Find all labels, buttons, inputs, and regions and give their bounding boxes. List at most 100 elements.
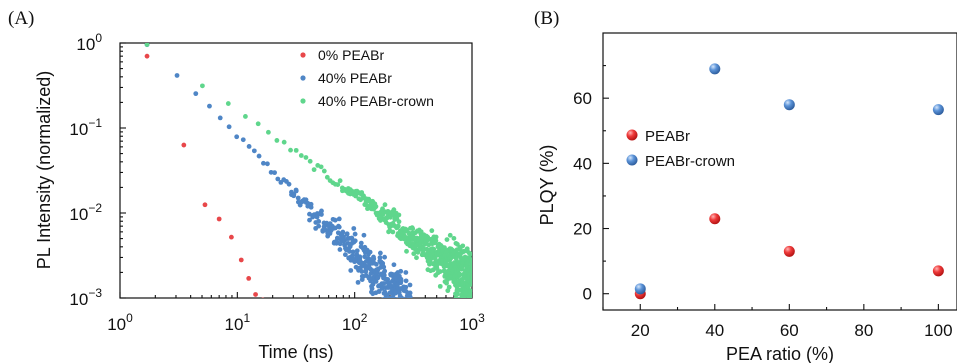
data-point	[367, 249, 373, 255]
data-point	[407, 282, 413, 288]
panel-a-x-tick-label: 101	[225, 311, 251, 334]
data-point	[314, 214, 320, 220]
data-point	[391, 262, 397, 268]
data-point	[281, 139, 287, 145]
data-point	[316, 219, 322, 224]
data-point	[385, 302, 390, 307]
series-0pct-peabr	[144, 53, 265, 298]
data-point	[446, 284, 452, 290]
data-point	[433, 238, 439, 244]
panel-b-x-axis-title: PEA ratio (%)	[726, 344, 834, 363]
data-point	[311, 167, 317, 173]
panel-a-y-tick-label: 100	[76, 31, 102, 54]
panel-b-plot-frame	[602, 32, 957, 311]
data-point	[336, 216, 342, 222]
data-point	[465, 302, 470, 307]
panel-a-y-tick-label: 10−1	[69, 116, 102, 139]
data-point	[348, 268, 354, 273]
panel-b-label: (B)	[534, 8, 559, 29]
data-point	[344, 231, 350, 237]
data-point	[376, 289, 382, 294]
data-point	[335, 182, 341, 187]
panel-a-label: (A)	[8, 8, 34, 29]
data-point	[398, 268, 404, 274]
data-point	[337, 178, 343, 184]
data-point	[407, 306, 412, 311]
data-point	[193, 91, 199, 97]
data-point	[396, 219, 402, 225]
data-point	[319, 212, 324, 217]
data-point	[783, 99, 795, 111]
data-point	[274, 138, 280, 143]
data-point	[144, 53, 150, 59]
data-point	[373, 204, 379, 209]
legend-label-40pct-peabr: 40% PEABr	[318, 70, 392, 86]
data-point	[469, 278, 472, 284]
data-point	[225, 101, 231, 106]
data-point	[401, 296, 406, 298]
data-point	[457, 271, 463, 277]
series-peabr-crown	[634, 63, 944, 295]
data-point	[272, 170, 277, 176]
panel-a-x-tick-label: 100	[107, 311, 133, 334]
data-point	[395, 301, 400, 306]
data-point	[181, 142, 187, 148]
data-point	[383, 298, 388, 303]
data-point	[459, 264, 465, 270]
panel-b-ticks: 20 40 60 80 100 0 20 40 60	[573, 65, 953, 340]
data-point	[429, 228, 435, 234]
data-point	[709, 63, 721, 75]
data-point	[414, 255, 419, 261]
data-point	[268, 169, 274, 175]
data-point	[336, 224, 342, 230]
data-point	[709, 213, 721, 225]
data-point	[307, 217, 312, 223]
legend-marker-peabr	[626, 129, 638, 141]
legend-label-peabr-crown: PEABr-crown	[645, 153, 735, 170]
data-point	[402, 297, 404, 298]
data-point	[468, 301, 473, 306]
data-point	[462, 307, 467, 312]
data-point	[455, 291, 460, 297]
data-point	[468, 301, 473, 306]
panel-a-plot-frame	[119, 42, 473, 299]
data-point	[361, 232, 367, 238]
data-point	[174, 73, 180, 78]
legend-marker-0pct-peabr	[300, 52, 306, 58]
data-point	[295, 195, 301, 201]
data-point	[354, 248, 360, 254]
data-point	[469, 266, 472, 272]
data-point	[453, 256, 459, 262]
data-point	[403, 289, 409, 294]
data-point	[390, 229, 396, 235]
data-point	[469, 291, 472, 297]
legend-label-40pct-peabr-crown: 40% PEABr-crown	[318, 93, 434, 109]
panel-a-x-axis-title: Time (ns)	[258, 342, 333, 362]
data-point	[293, 147, 299, 153]
data-point	[307, 158, 313, 164]
data-point	[411, 251, 417, 257]
data-point	[469, 281, 472, 287]
data-point	[385, 307, 390, 312]
panel-a-y-axis-title: PL Intensity (normalized)	[34, 71, 54, 269]
data-point	[375, 275, 381, 280]
data-point	[468, 251, 472, 257]
data-point	[395, 223, 401, 229]
data-point	[403, 284, 409, 290]
data-point	[381, 272, 387, 278]
data-point	[243, 114, 248, 119]
data-point	[377, 250, 383, 256]
data-point	[469, 259, 472, 265]
data-point	[469, 296, 472, 298]
data-point	[410, 226, 416, 232]
data-point	[405, 300, 410, 305]
legend-marker-40pct-peabr-crown	[300, 98, 306, 104]
data-point	[371, 256, 377, 262]
panel-a-x-tick-label: 102	[342, 311, 368, 334]
panel-a: (A) 100 101 102 103 100 10−1 10−2 10−3 Time (ns…	[8, 8, 485, 362]
data-point	[226, 124, 232, 130]
data-point	[403, 278, 409, 284]
data-point	[286, 181, 292, 187]
panel-b-x-tick-label: 20	[631, 321, 650, 340]
panel-b-y-tick-label: 20	[573, 220, 592, 239]
